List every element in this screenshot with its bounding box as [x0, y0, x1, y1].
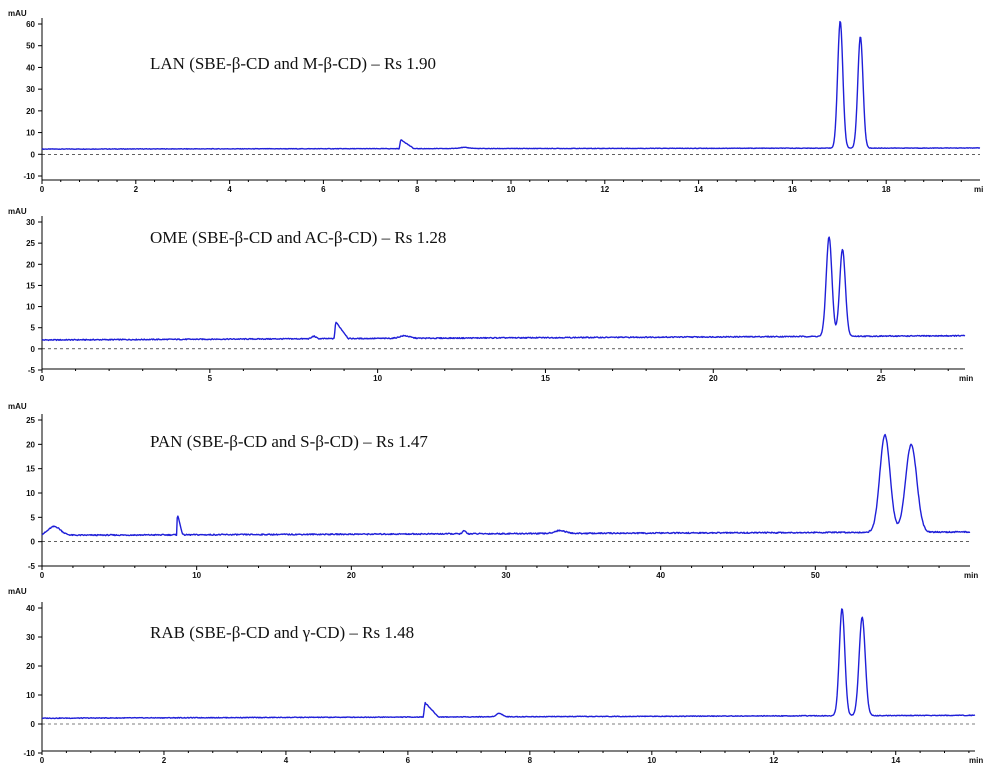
x-tick-label: 20 [709, 374, 718, 383]
y-tick-label: -10 [23, 749, 35, 758]
x-tick-label: 4 [227, 185, 232, 194]
y-tick-label: 40 [26, 63, 35, 72]
y-tick-label: 20 [26, 662, 35, 671]
x-tick-label: 10 [507, 185, 516, 194]
panel-title: LAN (SBE-β-CD and M-β-CD) – Rs 1.90 [150, 54, 436, 73]
x-tick-label: 5 [208, 374, 213, 383]
x-tick-label: 6 [406, 756, 411, 765]
x-unit-label: min [964, 571, 978, 580]
x-tick-label: 0 [40, 374, 45, 383]
chromatogram-panel-2: mAU -5 0 5 10 15 20 25 30 0 5 10 15 20 25 min OME (SBE-β… [8, 207, 973, 383]
y-tick-label: 25 [26, 239, 35, 248]
x-tick-label: 20 [347, 571, 356, 580]
x-tick-label: 2 [162, 756, 167, 765]
x-tick-label: 14 [694, 185, 703, 194]
y-tick-label: 50 [26, 42, 35, 51]
y-tick-label: 10 [26, 129, 35, 138]
x-unit-label: min [969, 756, 983, 765]
x-tick-label: 15 [541, 374, 550, 383]
x-tick-label: 4 [284, 756, 289, 765]
chromatogram-trace [41, 608, 976, 720]
y-unit-label: mAU [8, 402, 27, 411]
x-unit-label: min [959, 374, 973, 383]
x-tick-label: 16 [788, 185, 797, 194]
x-tick-label: 50 [811, 571, 820, 580]
x-tick-label: 6 [321, 185, 326, 194]
y-unit-label: mAU [8, 9, 27, 18]
x-tick-label: 25 [877, 374, 886, 383]
y-tick-label: -5 [28, 366, 36, 375]
x-tick-label: 0 [40, 185, 45, 194]
y-tick-label: 5 [31, 513, 36, 522]
x-tick-label: 12 [600, 185, 609, 194]
x-tick-label: 0 [40, 756, 45, 765]
chromatogram-trace [41, 236, 966, 342]
panel-title: PAN (SBE-β-CD and S-β-CD) – Rs 1.47 [150, 432, 428, 451]
chromatogram-trace [41, 433, 971, 537]
y-tick-label: -5 [28, 562, 36, 571]
y-tick-label: 20 [26, 260, 35, 269]
y-tick-label: 0 [31, 538, 36, 547]
x-tick-label: 30 [502, 571, 511, 580]
y-tick-label: 0 [31, 150, 36, 159]
y-tick-label: 60 [26, 20, 35, 29]
x-tick-label: 8 [415, 185, 420, 194]
y-tick-label: 10 [26, 691, 35, 700]
y-tick-label: 30 [26, 218, 35, 227]
x-tick-label: 40 [656, 571, 665, 580]
chromatogram-panel-4: mAU -10 0 10 20 30 40 0 2 4 6 8 10 12 14 min RAB (SBE-β-… [8, 587, 983, 765]
y-tick-label: 30 [26, 85, 35, 94]
x-tick-label: 0 [40, 571, 45, 580]
panel-title: OME (SBE-β-CD and AC-β-CD) – Rs 1.28 [150, 228, 446, 247]
y-tick-label: 25 [26, 416, 35, 425]
chromatogram-panel-1: mAU -10 0 10 20 30 40 50 60 0 2 4 6 8 10 12 14 16 18 min LAN… [8, 9, 983, 194]
y-tick-label: 30 [26, 633, 35, 642]
y-tick-label: 40 [26, 604, 35, 613]
y-tick-label: 0 [31, 345, 36, 354]
chromatogram-panel-3: mAU -5 0 5 10 15 20 25 0 10 20 30 40 50 min PAN (SBE-β-… [8, 402, 978, 580]
x-tick-label: 10 [647, 756, 656, 765]
y-tick-label: 5 [31, 324, 36, 333]
x-tick-label: 12 [769, 756, 778, 765]
y-tick-label: 10 [26, 489, 35, 498]
x-tick-label: 10 [373, 374, 382, 383]
panel-title: RAB (SBE-β-CD and γ-CD) – Rs 1.48 [150, 623, 414, 642]
y-tick-label: 20 [26, 107, 35, 116]
y-tick-label: 15 [26, 465, 35, 474]
y-tick-label: 20 [26, 440, 35, 449]
y-unit-label: mAU [8, 207, 27, 216]
y-tick-label: -10 [23, 172, 35, 181]
x-tick-label: 14 [891, 756, 900, 765]
chromatogram-trace [41, 20, 981, 151]
x-tick-label: 10 [192, 571, 201, 580]
x-tick-label: 8 [528, 756, 533, 765]
y-tick-label: 0 [31, 720, 36, 729]
x-tick-label: 18 [882, 185, 891, 194]
y-tick-label: 15 [26, 281, 35, 290]
x-unit-label: min [974, 185, 983, 194]
y-unit-label: mAU [8, 587, 27, 596]
y-tick-label: 10 [26, 303, 35, 312]
x-tick-label: 2 [134, 185, 139, 194]
